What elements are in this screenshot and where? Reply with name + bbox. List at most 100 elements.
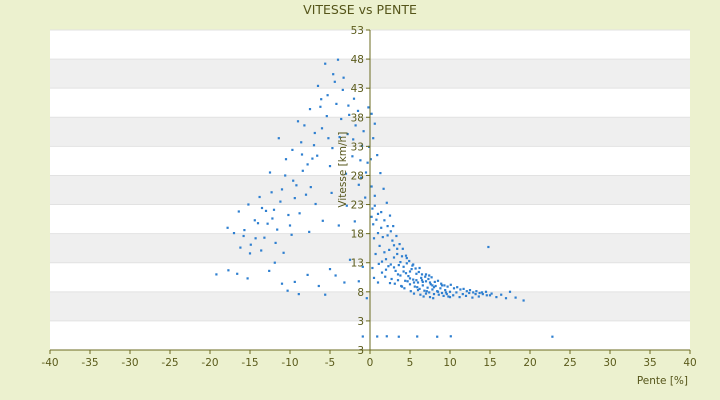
data-point xyxy=(432,293,436,296)
data-point xyxy=(300,141,303,144)
data-point xyxy=(271,217,274,220)
data-point xyxy=(432,297,435,300)
data-point xyxy=(388,214,392,217)
data-point xyxy=(474,293,477,296)
data-point xyxy=(399,274,402,277)
data-point xyxy=(371,207,374,210)
data-point xyxy=(297,293,300,296)
data-point xyxy=(400,285,404,288)
data-point xyxy=(408,259,411,263)
data-point xyxy=(508,290,512,293)
data-point xyxy=(372,137,375,140)
data-point xyxy=(389,263,392,266)
x-tick-label: -20 xyxy=(201,357,218,369)
data-point xyxy=(342,76,345,79)
data-point xyxy=(215,273,218,276)
data-point xyxy=(434,284,437,288)
data-point xyxy=(372,237,376,240)
data-point xyxy=(291,148,294,151)
data-point xyxy=(365,297,368,300)
data-point xyxy=(488,294,492,297)
data-point xyxy=(284,158,288,161)
data-point xyxy=(404,272,408,275)
data-point xyxy=(387,265,390,268)
data-point xyxy=(448,290,452,293)
data-point xyxy=(328,268,332,271)
data-point xyxy=(420,273,424,276)
x-tick-label: 20 xyxy=(523,357,536,369)
data-point xyxy=(393,282,396,285)
y-tick-label: 3 xyxy=(357,345,364,357)
data-point xyxy=(370,112,373,115)
data-point xyxy=(335,102,338,105)
data-point xyxy=(333,80,336,83)
data-point xyxy=(449,283,452,286)
data-point xyxy=(384,275,387,278)
data-point xyxy=(413,285,416,288)
data-point xyxy=(402,270,405,273)
data-point xyxy=(237,210,240,213)
data-point xyxy=(440,284,444,287)
data-point xyxy=(410,268,413,271)
data-point xyxy=(442,294,445,297)
data-point xyxy=(380,260,384,263)
data-point xyxy=(246,277,249,280)
data-point xyxy=(290,233,293,236)
data-point xyxy=(456,286,459,289)
data-point xyxy=(374,252,377,256)
data-point xyxy=(304,193,308,196)
data-point xyxy=(447,295,450,298)
data-point xyxy=(226,226,229,229)
data-point xyxy=(412,292,416,295)
y-tick-label: 28 xyxy=(351,170,364,182)
y-tick-label: 33 xyxy=(351,141,364,153)
data-point xyxy=(330,191,333,194)
data-point xyxy=(268,269,271,272)
x-tick-label: -10 xyxy=(281,357,298,369)
data-point xyxy=(428,274,431,277)
data-point xyxy=(247,203,250,206)
data-point xyxy=(437,293,440,296)
data-point xyxy=(475,290,478,293)
data-point xyxy=(325,115,328,118)
data-point xyxy=(418,287,421,290)
data-point xyxy=(340,117,343,121)
data-point xyxy=(424,275,427,278)
data-point xyxy=(380,226,383,229)
data-point xyxy=(446,285,449,288)
data-point xyxy=(276,228,279,231)
data-point xyxy=(477,295,480,298)
data-point xyxy=(395,234,398,238)
data-point xyxy=(312,144,316,147)
data-point xyxy=(346,133,349,136)
data-point xyxy=(449,335,452,338)
x-tick-label: -25 xyxy=(161,357,178,369)
data-point xyxy=(468,291,471,295)
data-point xyxy=(260,206,264,210)
y-tick-label: 53 xyxy=(351,25,364,37)
data-point xyxy=(354,124,357,127)
data-point xyxy=(331,147,334,150)
data-point xyxy=(397,335,400,338)
data-point xyxy=(277,137,280,140)
data-point xyxy=(311,157,314,160)
data-point xyxy=(347,104,350,107)
data-point xyxy=(459,288,462,291)
data-point xyxy=(360,144,364,147)
data-point xyxy=(428,281,432,284)
data-point xyxy=(359,159,362,162)
data-point xyxy=(392,225,395,228)
data-point xyxy=(432,286,436,289)
data-point xyxy=(396,247,399,250)
data-point xyxy=(424,292,428,295)
data-point xyxy=(279,200,282,203)
data-point xyxy=(436,290,440,293)
data-point xyxy=(343,281,346,284)
data-point xyxy=(292,179,295,182)
data-point xyxy=(361,265,364,268)
data-point xyxy=(452,294,455,297)
data-point xyxy=(462,287,465,290)
data-point xyxy=(266,222,269,225)
data-point xyxy=(455,291,458,294)
data-point xyxy=(319,105,322,108)
